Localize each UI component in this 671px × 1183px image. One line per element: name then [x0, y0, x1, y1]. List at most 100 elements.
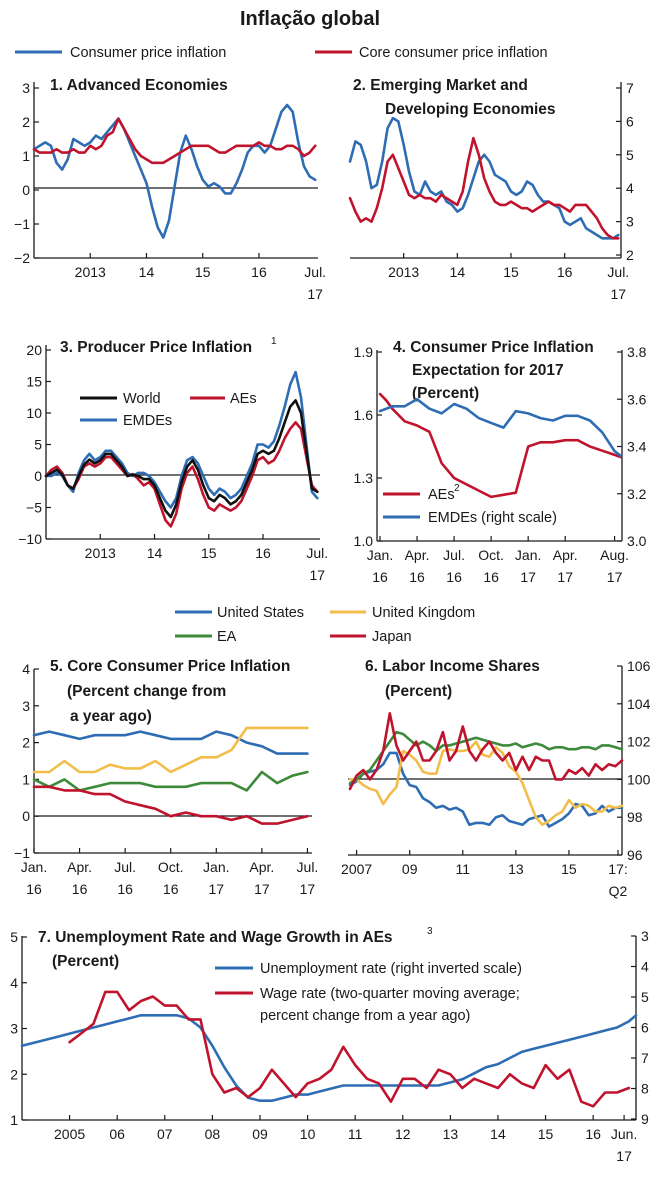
figure-title: Inflação global — [240, 8, 380, 30]
legend-label-wage-line1: Wage rate (two-quarter moving average; — [260, 986, 520, 1002]
panel-1-ytick-label: 3 — [22, 80, 30, 96]
panel-5-series-united-states — [32, 730, 309, 755]
panel-7-xtick-label: Jun. — [611, 1126, 637, 1142]
panel-6-title-line2: (Percent) — [385, 683, 452, 700]
legend-label-uk: United Kingdom — [372, 605, 475, 621]
panel-2-ytick-label: 7 — [626, 80, 634, 96]
panel-5-ytick-label: 0 — [22, 808, 30, 824]
panel-6-series-ea — [348, 730, 624, 785]
panel-2-xtick-label: 15 — [503, 264, 519, 280]
panel-2-ytick-label: 2 — [626, 247, 634, 263]
panel-4-left-ytick-label: 1.6 — [354, 407, 374, 423]
legend-label-cpi: Consumer price inflation — [70, 45, 226, 61]
panel-4-left-ytick-label: 1.9 — [354, 344, 374, 360]
panel-7-xtick-label: 15 — [538, 1126, 554, 1142]
panel-7-xtick-label: 12 — [395, 1126, 411, 1142]
panel-3-title: 3. Producer Price Inflation — [60, 339, 252, 356]
panel-5-xtick-label-2: 17 — [300, 881, 316, 897]
panel-7-right-ytick-label: 9 — [641, 1111, 649, 1127]
panel-4-xtick-label-2: 17 — [557, 569, 573, 585]
panel-1: 1. Advanced Economies 3 2 1 0 −1 −2 2013 14 15 1… — [14, 77, 326, 302]
panel-5-xtick-label-2: 16 — [72, 881, 88, 897]
panel-6-ytick-label: 106 — [627, 658, 651, 674]
panel-7: 7. Unemployment Rate and Wage Growth in … — [10, 926, 649, 1164]
panel-7-left-ytick-label: 5 — [10, 929, 18, 945]
panel-4-xtick-label: Oct. — [478, 547, 504, 563]
panel-3-ytick-label: 20 — [26, 342, 42, 358]
panel-3-ytick-label: 10 — [26, 405, 42, 421]
panel-5-xtick-label: Jan. — [21, 859, 47, 875]
panel-5-xtick-label: Jul. — [297, 859, 319, 875]
panel-6-title-line1: 6. Labor Income Shares — [365, 658, 540, 675]
panel-4-xtick-label-2: 16 — [446, 569, 462, 585]
panel-2: 2. Emerging Market and Developing Econom… — [348, 77, 634, 302]
panel-5-xtick-label-2: 16 — [117, 881, 133, 897]
legend-label-aes-p4: AEs — [428, 487, 455, 503]
panel-7-title-footnote: 3 — [427, 926, 433, 937]
panel-3-series-world — [44, 399, 319, 519]
legend-label-world: World — [123, 391, 161, 407]
panel-6: 6. Labor Income Shares (Percent) 106 104 1… — [341, 658, 651, 899]
panel-7-xtick-label: 08 — [205, 1126, 221, 1142]
panel-4-xtick-label: Jan. — [367, 547, 393, 563]
panel-6-xtick-label: 15 — [561, 861, 577, 877]
legend-label-emdes-p4: EMDEs (right scale) — [428, 510, 557, 526]
panel-5-xtick-label: Oct. — [158, 859, 184, 875]
panel-4-title-line1: 4. Consumer Price Inflation — [393, 339, 594, 356]
panel-4-title-line3: (Percent) — [412, 385, 479, 402]
panel-3-xtick-label-2: 17 — [309, 567, 325, 583]
panel-5-ytick-label: 1 — [22, 771, 30, 787]
panel-7-series-unemployment — [20, 1014, 638, 1102]
legend-label-wage-line2: percent change from a year ago) — [260, 1008, 470, 1024]
panel-4-right-ytick-label: 3.2 — [627, 486, 647, 502]
panel-2-series-consumer-price-inflation — [348, 116, 620, 240]
panel-7-xtick-label: 10 — [300, 1126, 316, 1142]
panel-2-xtick-label: 14 — [450, 264, 466, 280]
mid-legend: United States United Kingdom EA Japan — [175, 605, 475, 645]
panel-5: 5. Core Consumer Price Inflation (Percen… — [14, 658, 318, 897]
panel-7-right-ytick-label: 6 — [641, 1020, 649, 1036]
panel-3: 3. Producer Price Inflation 1 20 15 10 5 0 −5… — [18, 336, 328, 583]
panel-2-series-core-consumer-price-inflation — [348, 136, 620, 240]
panel-6-xtick-label: 11 — [456, 861, 471, 877]
panel-7-right-ytick-label: 3 — [641, 928, 649, 944]
panel-5-title-line2: (Percent change from — [67, 683, 226, 700]
panel-7-right-ytick-label: 5 — [641, 989, 649, 1005]
panel-4-xtick-label-2: 17 — [520, 569, 536, 585]
panel-6-xtick-label: 09 — [402, 861, 418, 877]
legend-label-japan: Japan — [372, 629, 412, 645]
panel-6-ytick-label: 104 — [627, 696, 651, 712]
panel-3-series-emdes — [44, 370, 319, 509]
legend-label-emdes: EMDEs — [123, 413, 172, 429]
panel-4-right-ytick-label: 3.0 — [627, 533, 647, 549]
panel-5-xtick-label-2: 17 — [209, 881, 225, 897]
panel-2-xtick-label: 2013 — [388, 264, 419, 280]
panel-7-series-wage — [68, 990, 631, 1108]
panel-6-series-united-kingdom — [348, 740, 624, 827]
panel-1-xtick-label-2: 17 — [307, 286, 323, 302]
panel-4-series-aes — [378, 392, 623, 499]
panel-6-xtick-label: 2007 — [341, 861, 372, 877]
panel-1-ytick-label: 0 — [22, 182, 30, 198]
panel-2-title-line2: Developing Economies — [385, 101, 556, 118]
panel-3-xtick-label: 2013 — [85, 545, 116, 561]
panel-4-xtick-label-2: 17 — [607, 569, 623, 585]
panel-4-right-ytick-label: 3.6 — [627, 391, 647, 407]
panel-6-ytick-label: 98 — [627, 809, 643, 825]
panel-7-xtick-label-2: 17 — [616, 1148, 632, 1164]
legend-label-core: Core consumer price inflation — [359, 45, 548, 61]
panel-1-ytick-label: 2 — [22, 114, 30, 130]
panel-5-xtick-label: Jan. — [203, 859, 229, 875]
panel-4-series-emdes — [378, 397, 623, 458]
panel-5-title-line1: 5. Core Consumer Price Inflation — [50, 658, 290, 675]
panel-3-ytick-label: −5 — [26, 500, 42, 516]
panel-4: 4. Consumer Price Inflation Expectation … — [354, 339, 647, 585]
panel-4-left-ytick-label: 1.3 — [354, 470, 374, 486]
panel-2-xtick-label: 16 — [557, 264, 573, 280]
top-legend: Consumer price inflation Core consumer p… — [15, 45, 548, 61]
panel-7-xtick-label: 07 — [157, 1126, 173, 1142]
panel-4-right-ytick-label: 3.8 — [627, 344, 647, 360]
panel-5-xtick-label-2: 17 — [254, 881, 270, 897]
panel-1-xtick-label: 16 — [251, 264, 267, 280]
panel-2-ytick-label: 3 — [626, 214, 634, 230]
